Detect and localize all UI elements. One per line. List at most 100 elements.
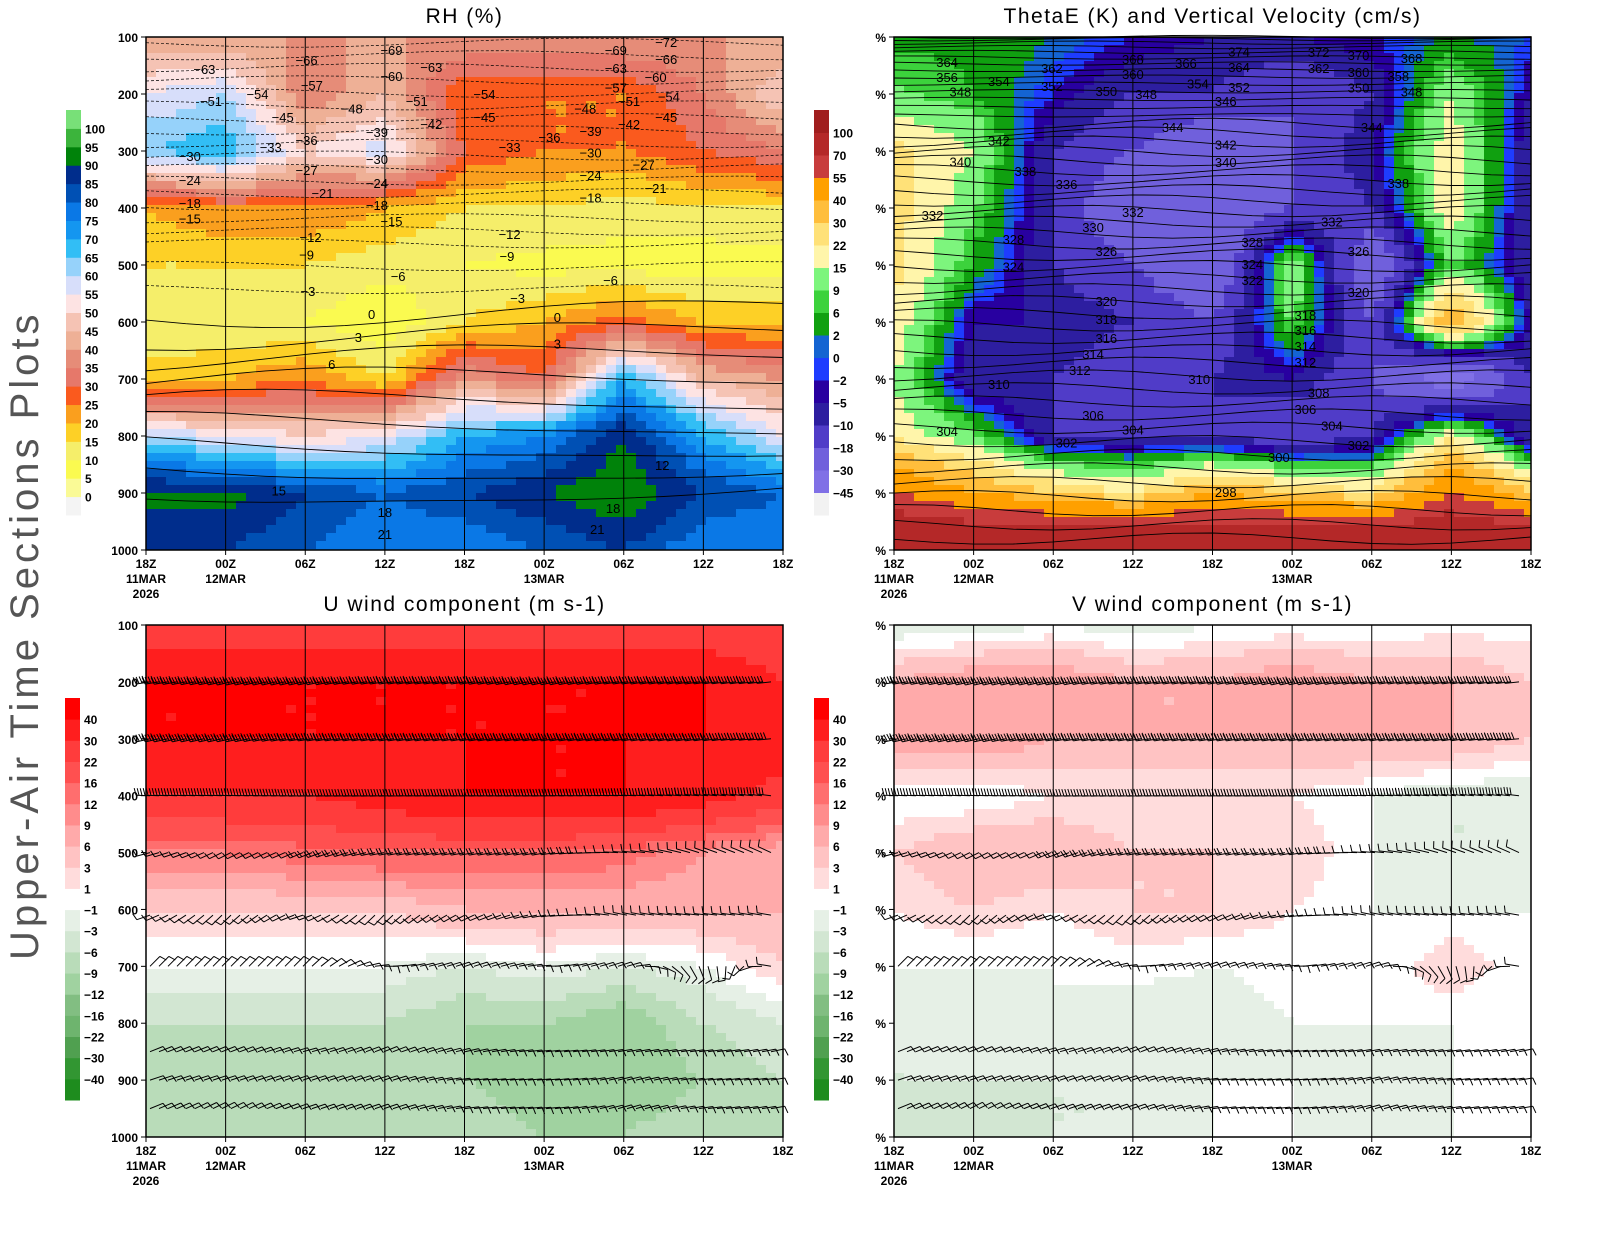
field-cell — [326, 253, 337, 262]
field-cell — [1034, 101, 1045, 110]
field-cell — [286, 253, 297, 262]
field-cell — [466, 141, 477, 150]
field-cell — [636, 461, 647, 470]
field-cell — [1104, 61, 1115, 70]
field-cell — [336, 493, 347, 502]
field-cell — [556, 485, 567, 494]
field-cell — [256, 301, 267, 310]
field-cell — [316, 485, 327, 494]
field-cell — [606, 261, 617, 270]
field-cell — [536, 325, 547, 334]
field-cell — [146, 165, 157, 174]
field-cell — [456, 301, 467, 310]
field-cell — [336, 309, 347, 318]
field-cell — [716, 173, 727, 182]
field-cell — [196, 445, 207, 454]
field-cell — [226, 445, 237, 454]
field-cell — [616, 517, 627, 526]
field-cell — [636, 525, 647, 534]
field-cell — [636, 133, 647, 142]
field-cell — [496, 381, 507, 390]
field-cell — [416, 485, 427, 494]
field-cell — [526, 45, 537, 54]
field-cell — [466, 357, 477, 366]
field-cell — [276, 541, 287, 550]
field-cell — [196, 381, 207, 390]
field-cell — [1214, 85, 1225, 94]
field-cell — [256, 261, 267, 270]
field-cell — [616, 437, 627, 446]
field-cell — [236, 77, 247, 86]
contour-label: −60 — [645, 70, 667, 85]
field-cell — [586, 493, 597, 502]
field-cell — [556, 461, 567, 470]
field-cell — [226, 117, 237, 126]
field-cell — [196, 245, 207, 254]
field-cell — [546, 85, 557, 94]
field-cell — [196, 269, 207, 278]
field-cell — [576, 365, 587, 374]
field-cell — [526, 437, 537, 446]
field-cell — [606, 133, 617, 142]
field-cell — [346, 501, 357, 510]
field-cell — [576, 429, 587, 438]
field-cell — [546, 405, 557, 414]
field-cell — [596, 437, 607, 446]
field-cell — [166, 253, 177, 262]
field-cell — [1174, 45, 1185, 54]
field-cell — [706, 389, 717, 398]
field-cell — [436, 213, 447, 222]
field-cell — [226, 125, 237, 134]
field-cell — [1494, 85, 1505, 94]
field-cell — [496, 301, 507, 310]
field-cell — [596, 453, 607, 462]
field-cell — [286, 453, 297, 462]
field-cell — [706, 461, 717, 470]
field-cell — [196, 85, 207, 94]
field-cell — [576, 381, 587, 390]
field-cell — [356, 453, 367, 462]
field-cell — [176, 381, 187, 390]
field-cell — [456, 389, 467, 398]
field-cell — [626, 437, 637, 446]
field-cell — [426, 245, 437, 254]
field-cell — [676, 541, 687, 550]
field-cell — [216, 397, 227, 406]
field-cell — [746, 405, 757, 414]
field-cell — [1174, 109, 1185, 118]
field-cell — [336, 541, 347, 550]
contour-label: −33 — [499, 140, 521, 155]
field-cell — [586, 293, 597, 302]
field-cell — [456, 405, 467, 414]
field-cell — [586, 245, 597, 254]
field-cell — [766, 445, 777, 454]
field-cell — [396, 533, 407, 542]
field-cell — [266, 301, 277, 310]
field-cell — [306, 117, 317, 126]
field-cell — [666, 125, 677, 134]
field-cell — [426, 253, 437, 262]
field-cell — [346, 61, 357, 70]
field-cell — [256, 245, 267, 254]
field-cell — [666, 413, 677, 422]
field-cell — [756, 45, 767, 54]
field-cell — [526, 469, 537, 478]
field-cell — [964, 69, 975, 78]
field-cell — [416, 237, 427, 246]
field-cell — [676, 485, 687, 494]
field-cell — [696, 173, 707, 182]
field-cell — [456, 189, 467, 198]
field-cell — [1184, 45, 1195, 54]
field-cell — [1504, 53, 1515, 62]
field-cell — [1224, 109, 1235, 118]
field-cell — [476, 349, 487, 358]
field-cell — [716, 61, 727, 70]
field-cell — [446, 349, 457, 358]
field-cell — [316, 357, 327, 366]
field-cell — [626, 45, 637, 54]
field-cell — [176, 93, 187, 102]
field-cell — [576, 485, 587, 494]
field-cell — [156, 277, 167, 286]
field-cell — [1324, 109, 1335, 118]
field-cell — [356, 293, 367, 302]
